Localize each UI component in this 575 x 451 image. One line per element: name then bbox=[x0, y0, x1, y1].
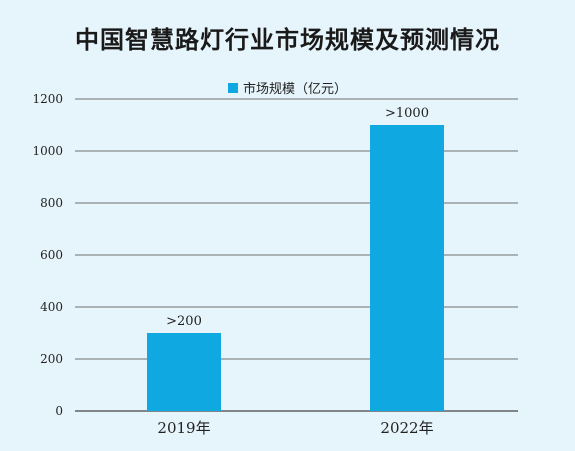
y-tick-label: 0 bbox=[55, 404, 63, 418]
chart-legend: 市场规模（亿元） bbox=[0, 78, 575, 97]
bar bbox=[147, 333, 221, 411]
data-label: >200 bbox=[166, 314, 202, 329]
y-tick-label: 1000 bbox=[32, 144, 63, 158]
bar bbox=[370, 125, 444, 411]
y-tick-label: 600 bbox=[40, 248, 63, 262]
x-tick-label: 2019年 bbox=[157, 419, 210, 437]
legend-swatch bbox=[227, 82, 238, 93]
y-tick-label: 1200 bbox=[32, 92, 63, 106]
y-tick-label: 800 bbox=[40, 196, 63, 210]
x-tick-label: 2022年 bbox=[380, 419, 433, 437]
chart-title: 中国智慧路灯行业市场规模及预测情况 bbox=[75, 26, 500, 54]
y-tick-label: 200 bbox=[40, 352, 63, 366]
y-tick-label: 400 bbox=[40, 300, 63, 314]
data-label: >1000 bbox=[385, 106, 429, 121]
legend-label: 市场规模（亿元） bbox=[242, 82, 347, 97]
